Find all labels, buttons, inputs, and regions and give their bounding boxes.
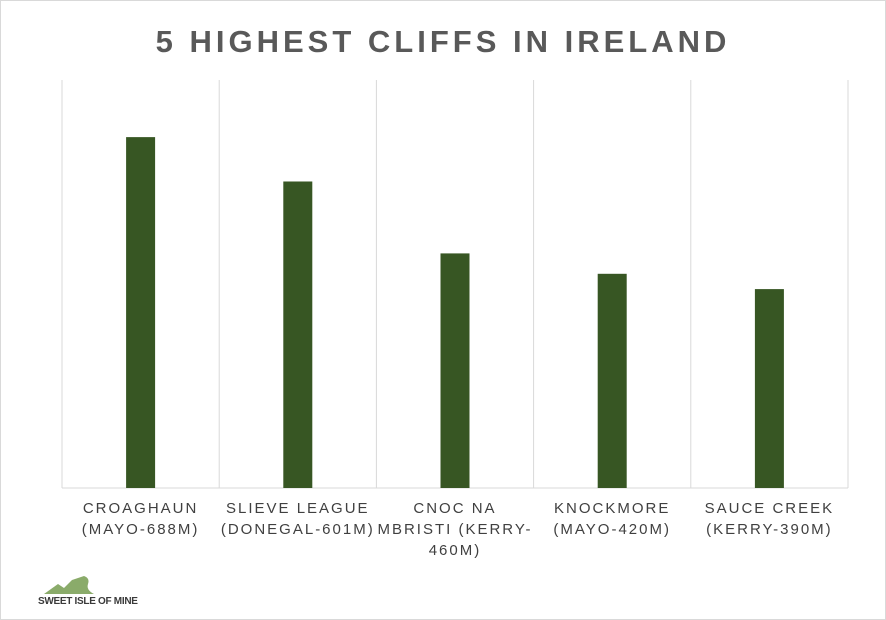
x-tick-label: SAUCE CREEK (KERRY-390M): [704, 500, 835, 538]
bar: [283, 181, 313, 489]
chart-title: 5 HIGHEST CLIFFS IN IRELAND: [155, 24, 731, 59]
x-tick-label: SLIEVE LEAGUE (DONEGAL-601M): [220, 500, 375, 538]
logo-icon: [44, 576, 94, 594]
bar: [126, 137, 156, 488]
logo-text: SWEET ISLE OF MINE: [38, 596, 138, 607]
bar: [597, 273, 627, 488]
bar: [440, 253, 470, 488]
x-tick-label: CNOC NA MBRISTI (KERRY-460M): [377, 500, 533, 559]
x-tick-label: KNOCKMORE (MAYO-420M): [553, 500, 671, 538]
x-tick-label: CROAGHAUN (MAYO-688M): [81, 500, 200, 538]
bar: [754, 289, 784, 488]
